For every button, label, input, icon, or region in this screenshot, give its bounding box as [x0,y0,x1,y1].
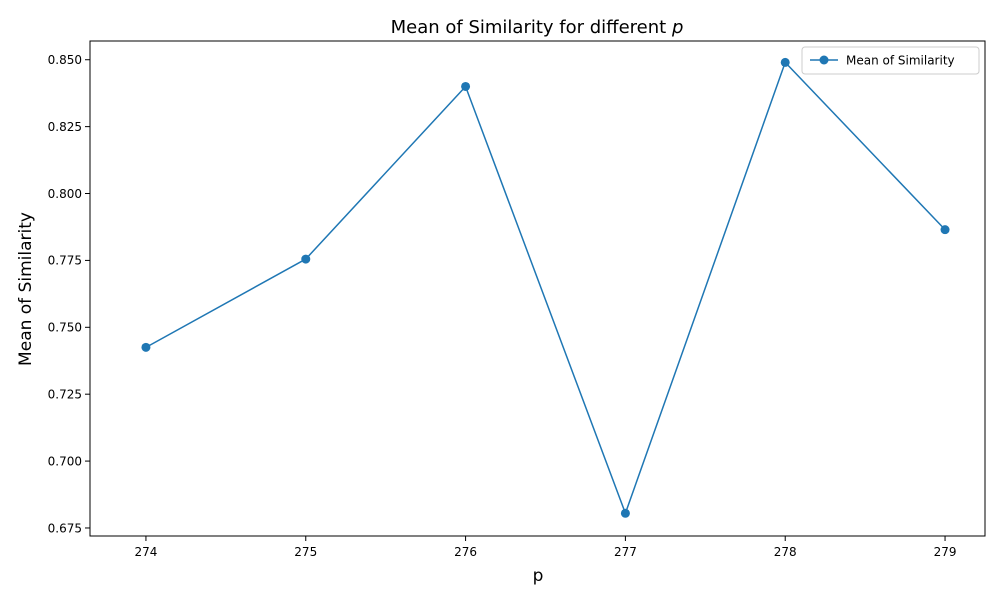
y-tick-label: 0.725 [48,387,82,401]
legend-label: Mean of Similarity [846,54,955,68]
y-tick-label: 0.850 [48,53,82,67]
plot-area [89,40,986,537]
x-tick-label: 278 [774,545,797,559]
data-point-277 [620,508,630,518]
chart-title-math: p [671,17,683,38]
x-tick-label: 277 [614,545,637,559]
y-tick-label: 0.700 [48,454,82,468]
x-axis-label: p [533,566,544,586]
data-point-275 [301,254,311,264]
y-tick-label: 0.775 [48,254,82,268]
legend: Mean of Similarity [801,46,980,75]
chart-title: Mean of Similarity for different p [391,17,684,38]
data-point-276 [461,81,471,91]
x-tick-label: 274 [134,545,157,559]
y-tick-label: 0.825 [48,120,82,134]
chart-title-text: Mean of Similarity for different [391,17,667,38]
y-axis-label: Mean of Similarity [16,212,36,366]
x-tick-label: 279 [934,545,957,559]
y-tick-label: 0.800 [48,187,82,201]
y-tick-label: 0.675 [48,521,82,535]
data-point-274 [141,342,151,352]
x-tick-label: 276 [454,545,477,559]
legend-frame [801,46,980,75]
x-tick-label: 275 [294,545,317,559]
y-axis-ticks: 0.675 0.700 0.725 0.750 0.775 0.800 0.825 0.850 [48,53,90,535]
legend-marker-swatch [819,55,829,65]
y-tick-label: 0.750 [48,321,82,335]
data-point-278 [780,57,790,67]
axes-frame [89,40,986,537]
x-axis-ticks: 274 275 276 277 278 279 [134,536,956,559]
series-line [145,61,946,515]
data-point-279 [940,225,950,235]
